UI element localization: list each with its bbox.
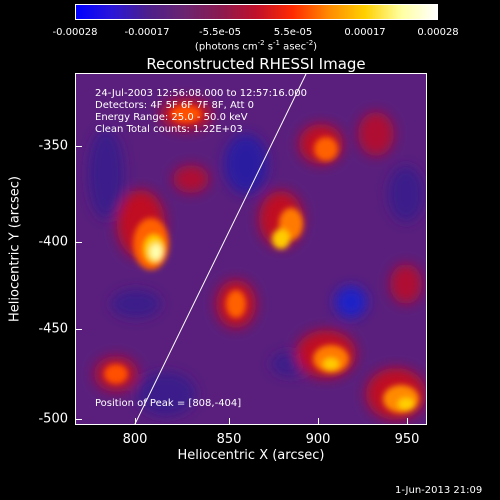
- y-tick-mark: [76, 242, 82, 243]
- info-line: Detectors: 4F 5F 6F 7F 8F, Att 0: [95, 100, 255, 111]
- y-tick-label: -450: [38, 321, 68, 337]
- colorbar-tick-label: 0.00017: [344, 27, 386, 38]
- x-tick-mark: [229, 418, 230, 424]
- plot-title: Reconstructed RHESSI Image: [146, 55, 366, 73]
- y-tick-mark: [76, 146, 82, 147]
- x-tick-label: 800: [122, 432, 148, 447]
- info-line: 24-Jul-2003 12:56:08.000 to 12:57:16.000: [95, 88, 307, 99]
- x-tick-label: 900: [305, 432, 331, 447]
- x-tick-mark: [318, 418, 319, 424]
- colorbar-tick-label: -0.00017: [124, 27, 170, 38]
- colorbar: [75, 4, 438, 20]
- colorbar-tick-label: -0.00028: [52, 27, 98, 38]
- y-axis-label: Heliocentric Y (arcsec): [7, 176, 23, 322]
- x-tick-label: 850: [216, 432, 242, 447]
- y-tick-label: -350: [38, 138, 68, 154]
- y-tick-mark: [76, 329, 82, 330]
- info-line: Clean Total counts: 1.22E+03: [95, 124, 243, 135]
- y-tick-label: -400: [38, 234, 68, 250]
- image-map: [76, 74, 426, 424]
- peak-position-label: Position of Peak = [808,-404]: [95, 398, 242, 409]
- x-tick-label: 950: [394, 432, 420, 447]
- plot-timestamp: 1-Jun-2013 21:09: [395, 485, 483, 496]
- x-tick-mark: [135, 418, 136, 424]
- colorbar-tick-label: 5.5e-05: [273, 27, 313, 38]
- y-tick-label: -500: [38, 411, 68, 427]
- observation-info: 24-Jul-2003 12:56:08.000 to 12:57:16.000…: [95, 88, 307, 136]
- colorbar-tick-label: 0.00028: [417, 27, 459, 38]
- reconstructed-image: [75, 73, 427, 425]
- colorbar-tick-label: -5.5e-05: [199, 27, 241, 38]
- colorbar-units: (photons cm-2 s-1 asec-2): [194, 39, 318, 53]
- x-axis-label: Heliocentric X (arcsec): [177, 448, 325, 463]
- y-tick-mark: [76, 419, 82, 420]
- x-tick-mark: [407, 418, 408, 424]
- info-line: Energy Range: 25.0 - 50.0 keV: [95, 112, 248, 123]
